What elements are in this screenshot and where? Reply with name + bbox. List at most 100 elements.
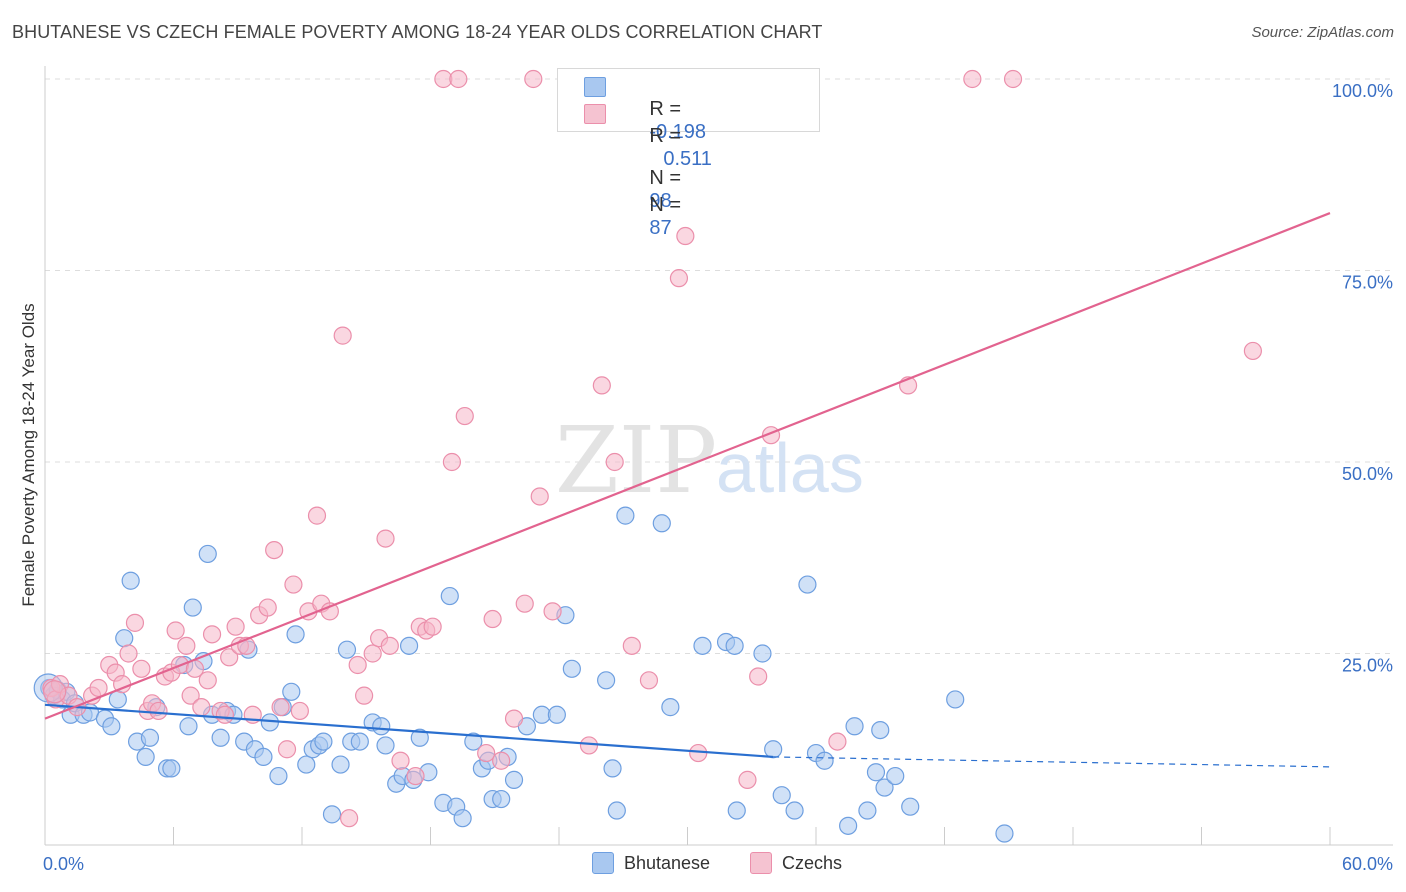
bhutanese-point: [785, 801, 804, 820]
bhutanese-point: [858, 801, 877, 820]
bhutanese-point: [440, 586, 459, 606]
czechs-point: [220, 648, 239, 667]
bhutanese-point: [331, 755, 350, 774]
bhutanese-point: [875, 778, 894, 797]
bhutanese-point: [115, 629, 134, 648]
czechs-point: [492, 751, 511, 770]
legend-label-czechs: Czechs: [782, 853, 843, 873]
czechs-point: [442, 452, 462, 472]
czechs-point: [483, 609, 502, 629]
bhutanese-point: [727, 801, 746, 820]
legend-row-bhutanese: R = -0.198 N = 98: [584, 75, 706, 212]
watermark: ZIP atlas: [555, 407, 864, 514]
bhutanese-point: [297, 755, 316, 774]
czechs-point: [198, 671, 217, 690]
bhutanese-point: [798, 575, 817, 594]
bhutanese-point: [337, 640, 357, 659]
czechs-point: [376, 529, 395, 548]
bhutanese-point: [725, 636, 744, 655]
legend-r-value: 0.511: [663, 148, 712, 170]
bhutanese-point: [839, 816, 858, 835]
watermark-zip: ZIP: [555, 407, 717, 514]
czechs-point: [738, 770, 757, 789]
bhutanese-point: [764, 740, 783, 759]
bhutanese-point: [772, 786, 791, 805]
bhutanese-point: [866, 763, 886, 782]
correlation-legend: R = -0.198 N = 98 R = 0.511 N = 87: [557, 68, 820, 239]
czechs-point: [202, 625, 222, 644]
czechs-point: [340, 809, 359, 828]
legend-r-label: R =: [649, 98, 682, 120]
czechs-point: [307, 506, 327, 525]
bhutanese-point: [350, 732, 369, 751]
bhutanese-point: [121, 571, 140, 590]
legend-swatch-blue: [584, 77, 606, 97]
czechs-point: [423, 617, 442, 636]
czechs-point: [333, 326, 352, 345]
czechs-point: [192, 698, 211, 717]
czechs-point: [676, 226, 695, 246]
bhutanese-point: [410, 728, 429, 747]
bhutanese-trend-line: [44, 703, 774, 759]
bhutanese-point: [183, 598, 202, 617]
bhutanese-points: [33, 506, 1014, 843]
czechs-point: [669, 269, 689, 288]
legend-row-czechs: R = 0.511 N = 87: [584, 102, 712, 239]
legend-r-value: -0.198: [649, 121, 707, 143]
bhutanese-point: [211, 728, 230, 747]
czechs-point: [271, 698, 290, 717]
czechs-point: [605, 452, 624, 472]
czechs-point: [592, 376, 611, 395]
bhutanese-point: [753, 644, 772, 663]
czechs-point: [215, 705, 234, 724]
czechs-point: [363, 644, 382, 663]
czechs-cluster-point: [43, 680, 67, 704]
bhutanese-point: [162, 759, 181, 778]
legend-swatch-czechs: [750, 852, 772, 874]
czechs-point: [119, 644, 138, 663]
czechs-point: [391, 751, 410, 770]
bhutanese-point: [314, 732, 333, 751]
czechs-point: [226, 617, 245, 636]
czechs-point: [258, 598, 277, 617]
y-tick-label: 25.0%: [1342, 656, 1393, 676]
legend-n-value: 98: [649, 190, 672, 212]
czechs-point: [290, 701, 309, 721]
czechs-point: [622, 636, 641, 655]
czechs-point: [828, 732, 847, 751]
bhutanese-point: [322, 805, 342, 824]
legend-label-bhutanese: Bhutanese: [624, 853, 711, 873]
source-label: Source: ZipAtlas.com: [1251, 24, 1394, 41]
bhutanese-point: [492, 789, 511, 809]
x-tick-min: 0.0%: [43, 854, 84, 874]
bhutanese-trend-extension: [773, 756, 1331, 768]
bhutanese-point: [376, 736, 395, 755]
czechs-point: [1003, 69, 1023, 89]
bhutanese-point: [845, 717, 864, 736]
bhutanese-point: [693, 636, 712, 655]
bhutanese-point: [946, 690, 965, 709]
legend-n-label: N =: [649, 167, 682, 189]
legend-n-value: 87: [649, 217, 672, 239]
bhutanese-point: [286, 625, 305, 644]
czechs-point: [149, 701, 168, 721]
y-tick-label: 100.0%: [1332, 81, 1393, 101]
bhutanese-point: [179, 717, 198, 736]
bhutanese-point: [871, 720, 890, 740]
watermark-atlas: atlas: [716, 429, 864, 507]
czechs-points: [42, 69, 1263, 828]
czechs-point: [166, 621, 185, 640]
bhutanese-point: [282, 682, 301, 701]
czechs-point: [125, 613, 145, 632]
czechs-point: [515, 594, 534, 613]
czechs-point: [1243, 341, 1263, 361]
x-tick-max: 60.0%: [1342, 854, 1393, 874]
bhutanese-point: [547, 705, 566, 724]
czechs-point: [455, 406, 474, 426]
bhutanese-point: [372, 717, 391, 736]
bhutanese-point: [399, 636, 419, 655]
czechs-point: [579, 736, 599, 755]
bhutanese-point: [607, 801, 626, 820]
bhutanese-point: [616, 506, 635, 525]
legend-swatch-bhutanese: [592, 852, 614, 874]
